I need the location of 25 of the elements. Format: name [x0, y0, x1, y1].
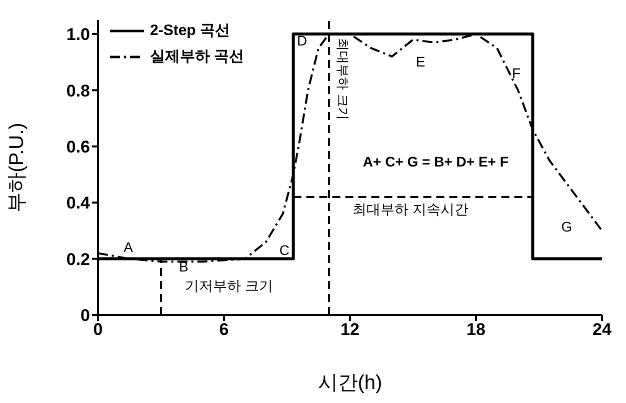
x-tick-label: 24 [592, 320, 612, 340]
y-tick-label: 1.0 [66, 25, 90, 44]
y-tick-label: 0.4 [66, 194, 91, 213]
x-tick-label: 0 [93, 320, 103, 340]
y-tick-label: 0.8 [66, 81, 90, 100]
legend-label: 실제부하 곡선 [150, 47, 244, 67]
annotation: 최대부하 지속시간 [352, 200, 468, 217]
x-tick-label: 12 [340, 320, 360, 340]
annotation: A [124, 239, 134, 256]
annotation: D [297, 32, 308, 49]
y-tick-label: 0.2 [66, 250, 90, 269]
x-tick-label: 18 [466, 320, 486, 340]
x-tick-label: 6 [219, 320, 229, 340]
y-axis-title: 부하(P.U.) [6, 122, 28, 212]
annotation: 기저부하 크기 [185, 277, 273, 294]
annotation: F [512, 65, 521, 82]
annotation: A+ C+ G = B+ D+ E+ F [362, 154, 509, 170]
annotation: C [279, 242, 290, 258]
y-tick-label: 0 [80, 306, 90, 326]
annotation: G [561, 218, 572, 234]
legend-label: 2-Step 곡선 [150, 21, 230, 41]
annotation: E [416, 53, 426, 70]
y-tick-label: 0.6 [66, 137, 90, 156]
ref-line-label: 최대부하 크기 [336, 38, 350, 120]
x-axis-title: 시간(h) [318, 372, 382, 394]
